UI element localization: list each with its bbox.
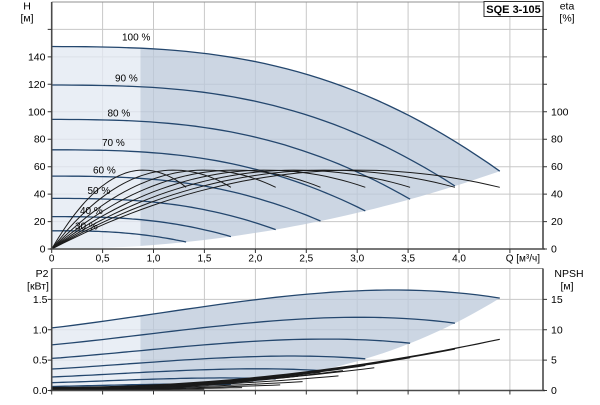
- svg-text:0: 0: [551, 244, 557, 256]
- svg-text:0.5: 0.5: [33, 355, 48, 367]
- svg-text:30 %: 30 %: [75, 221, 98, 232]
- svg-text:40 %: 40 %: [80, 206, 103, 217]
- svg-text:2,5: 2,5: [299, 254, 313, 265]
- svg-text:15: 15: [551, 294, 563, 306]
- svg-text:100: 100: [551, 106, 569, 118]
- svg-text:90 %: 90 %: [115, 74, 138, 85]
- svg-text:20: 20: [34, 216, 46, 228]
- svg-text:60: 60: [551, 161, 563, 173]
- svg-text:50 %: 50 %: [88, 186, 111, 197]
- svg-text:[кВт]: [кВт]: [27, 281, 49, 293]
- svg-text:[м]: [м]: [560, 281, 573, 293]
- svg-text:Q [м³/ч]: Q [м³/ч]: [506, 254, 541, 265]
- svg-text:1,0: 1,0: [147, 254, 161, 265]
- svg-text:H: H: [23, 1, 31, 13]
- svg-text:5: 5: [551, 355, 557, 367]
- svg-text:NPSH: NPSH: [554, 268, 583, 280]
- svg-text:0: 0: [40, 244, 46, 256]
- svg-text:20: 20: [551, 216, 563, 228]
- svg-text:3,5: 3,5: [401, 254, 415, 265]
- svg-text:eta: eta: [560, 1, 575, 13]
- svg-text:10: 10: [551, 324, 563, 336]
- svg-text:80: 80: [34, 134, 46, 146]
- svg-text:100 %: 100 %: [122, 33, 150, 44]
- svg-text:40: 40: [551, 189, 563, 201]
- svg-text:0,5: 0,5: [96, 254, 110, 265]
- svg-text:70 %: 70 %: [102, 138, 125, 149]
- svg-text:60: 60: [34, 161, 46, 173]
- svg-text:[м]: [м]: [20, 13, 33, 25]
- svg-text:0: 0: [49, 254, 55, 265]
- svg-text:40: 40: [34, 189, 46, 201]
- svg-text:80: 80: [551, 134, 563, 146]
- svg-text:1,5: 1,5: [197, 254, 211, 265]
- svg-text:0: 0: [551, 385, 557, 397]
- svg-text:60 %: 60 %: [93, 166, 116, 177]
- svg-text:80 %: 80 %: [108, 108, 131, 119]
- svg-text:P2: P2: [36, 268, 49, 280]
- svg-text:4,0: 4,0: [452, 254, 466, 265]
- svg-text:2,0: 2,0: [248, 254, 262, 265]
- svg-text:[%]: [%]: [559, 13, 574, 25]
- svg-text:0.0: 0.0: [33, 385, 48, 397]
- svg-text:120: 120: [28, 79, 46, 91]
- svg-text:1.5: 1.5: [33, 294, 48, 306]
- svg-text:1.0: 1.0: [33, 324, 48, 336]
- svg-text:3,0: 3,0: [350, 254, 364, 265]
- svg-text:140: 140: [28, 51, 46, 63]
- svg-text:100: 100: [28, 106, 46, 118]
- svg-text:SQE 3-105: SQE 3-105: [486, 4, 540, 16]
